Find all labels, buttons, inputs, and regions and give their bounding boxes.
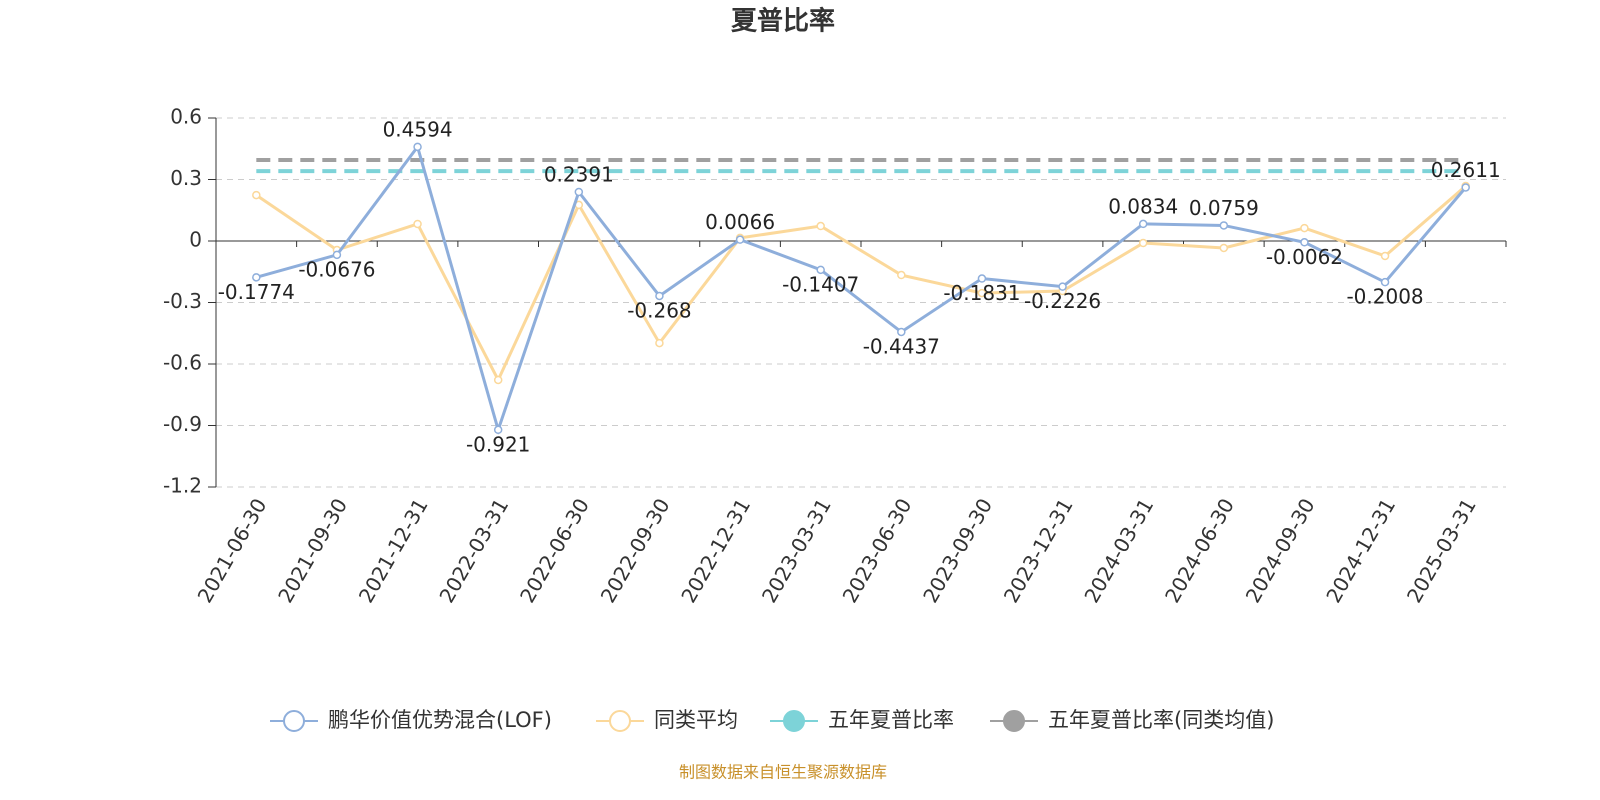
x-tick-label: 2025-03-31 [1402,494,1481,607]
point [413,142,422,152]
point [816,265,825,275]
x-tick-label: 2022-06-30 [515,494,594,607]
data-label: -0.0676 [298,257,375,281]
point [1219,221,1229,230]
point [1300,223,1309,233]
x-tick-label: 2023-06-30 [838,494,917,607]
point [413,219,422,229]
point [1300,238,1309,247]
point [1138,219,1148,229]
point [655,338,664,348]
point [493,425,503,435]
series-line [255,143,1467,435]
point [897,327,906,337]
data-label: 0.0066 [705,210,775,234]
data-label: -0.2008 [1346,285,1423,309]
x-tick-label: 2021-09-30 [273,494,352,607]
point [1461,183,1470,192]
point [332,250,342,260]
data-label: 0.0834 [1108,194,1178,218]
data-label: -0.1831 [943,281,1020,305]
point [1380,277,1390,287]
chart-title: 夏普比率 [731,6,835,37]
x-tick-label: 2024-09-30 [1241,494,1320,607]
data-label: -0.0062 [1266,245,1343,269]
y-tick-label: 0 [189,228,202,252]
x-tick-label: 2022-12-31 [676,494,755,607]
point [1219,243,1229,253]
x-tick-label: 2022-03-31 [434,494,513,607]
point [1058,282,1067,291]
legend-label: 五年夏普比率 [828,708,954,732]
point [493,375,503,385]
point [574,187,584,197]
legend-icon [1003,710,1025,732]
data-label: 0.4594 [383,117,453,141]
point [735,235,745,244]
data-label: -0.1774 [218,280,295,304]
series-line [255,184,1467,384]
x-tick-label: 2024-03-31 [1079,494,1158,607]
y-tick-label: -0.9 [163,412,202,436]
point [1138,238,1148,248]
point [816,221,825,231]
y-tick-label: -0.6 [163,351,202,375]
legend-label: 鹏华价值优势混合(LOF) [328,708,552,732]
data-label: -0.1407 [782,272,859,296]
x-tick-label: 2021-12-31 [354,494,433,607]
legend-icon [783,710,805,732]
legend-icon [609,710,631,732]
data-label: 0.2391 [544,162,614,186]
x-tick-label: 2023-12-31 [999,494,1078,607]
y-tick-label: -0.3 [163,289,202,313]
source-note: 制图数据来自恒生聚源数据库 [679,763,887,782]
x-tick-label: 2023-03-31 [757,494,836,607]
y-tick-label: 0.3 [170,166,202,190]
legend-icon [283,710,305,732]
data-label: -0.2226 [1024,289,1101,313]
x-tick-label: 2024-06-30 [1160,494,1239,607]
legend-label: 同类平均 [654,708,738,732]
x-tick-label: 2022-09-30 [596,494,675,607]
point [1380,251,1390,261]
point [655,291,664,301]
data-label: -0.921 [466,432,530,456]
point [252,190,261,200]
x-tick-label: 2023-09-30 [918,494,997,607]
data-label: -0.4437 [863,334,940,358]
y-tick-label: -1.2 [163,474,202,498]
point [977,288,987,298]
data-label: 0.2611 [1431,158,1501,182]
data-label: -0.268 [627,298,691,322]
x-tick-label: 2024-12-31 [1321,494,1400,607]
point [977,274,987,283]
data-label: 0.0759 [1189,196,1259,220]
x-tick-label: 2021-06-30 [193,494,272,607]
point [897,270,906,280]
point [252,273,261,282]
y-tick-label: 0.6 [170,105,202,129]
legend-label: 五年夏普比率(同类均值) [1048,708,1274,732]
